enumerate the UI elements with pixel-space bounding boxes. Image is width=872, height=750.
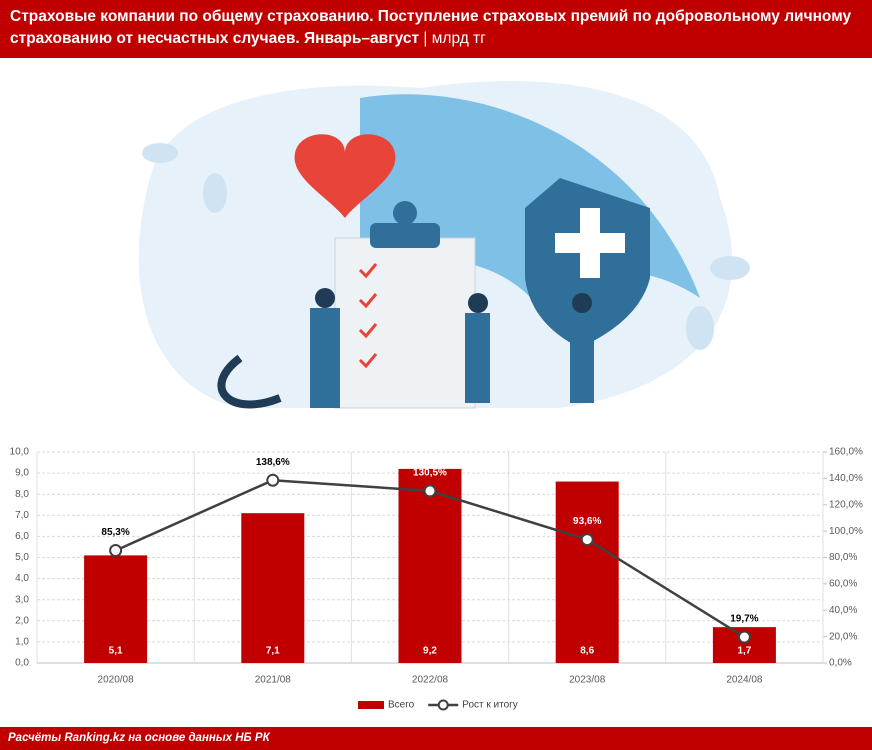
footer: Расчёты Ranking.kz на основе данных НБ Р… [0,727,872,750]
y2-tick-label: 20,0% [829,631,857,642]
y-tick-label: 3,0 [15,594,29,605]
y-tick-label: 8,0 [15,489,29,500]
line-point [737,630,751,644]
bar-value-label: 1,7 [737,646,751,657]
line-value-label: 19,7% [730,614,758,625]
cross [555,208,625,278]
bar-value-label: 9,2 [423,646,437,657]
header: Страховые компании по общему страхованию… [0,0,872,58]
line-point [423,484,437,498]
legend-label: Рост к итогу [462,700,518,711]
line-value-label: 138,6% [256,457,290,468]
heart [294,134,396,218]
line-point [580,533,594,547]
title: Страховые компании по общему страхованию… [10,8,852,47]
y-tick-label: 0,0 [15,658,29,669]
x-tick-label: 2020/08 [98,675,135,686]
line-value-label: 130,5% [413,468,447,479]
person [570,313,594,403]
line-value-label: 93,6% [573,516,601,527]
y-tick-label: 2,0 [15,615,29,626]
leaf [686,306,714,350]
person [465,313,490,403]
y2-tick-label: 100,0% [829,526,863,537]
leaf [203,173,227,213]
illustration [138,81,750,409]
legend-swatch [358,701,384,709]
x-tick-label: 2021/08 [255,675,292,686]
checks [358,263,378,369]
line-point [109,544,123,558]
person-head [315,288,335,308]
legend-swatch [437,699,449,711]
bar-value-label: 5,1 [109,646,123,657]
leaf [142,143,178,163]
person-head [468,293,488,313]
y-tick-label: 9,0 [15,468,29,479]
y2-tick-label: 140,0% [829,473,863,484]
y2-tick-label: 120,0% [829,499,863,510]
y2-tick-label: 60,0% [829,579,857,590]
y2-tick-label: 80,0% [829,552,857,563]
legend-label: Всего [388,700,415,711]
bar [398,468,462,663]
unit: | млрд тг [423,30,486,47]
umbrella-handle [217,354,282,409]
bar [84,555,148,663]
bar [241,513,305,663]
y-tick-label: 1,0 [15,637,29,648]
bar-value-label: 7,1 [266,646,280,657]
y2-tick-label: 0,0% [829,658,852,669]
leaf [710,256,750,280]
x-tick-label: 2024/08 [726,675,763,686]
bar [555,481,619,663]
x-tick-label: 2023/08 [569,675,606,686]
clip-ring [393,201,417,225]
y2-tick-label: 40,0% [829,605,857,616]
x-tick-label: 2022/08 [412,675,449,686]
y2-tick-label: 160,0% [829,447,863,458]
line-point [266,473,280,487]
y-tick-label: 6,0 [15,531,29,542]
y-tick-label: 10,0 [10,447,30,458]
person [310,308,340,408]
chart: 0,0 1,0 2,0 3,0 4,0 5,0 6,0 7,0 8,0 9,0 10,0 0,0% 20… [10,447,863,711]
clip [370,223,440,248]
y-tick-label: 7,0 [15,510,29,521]
line-value-label: 85,3% [101,527,129,538]
y-tick-label: 5,0 [15,552,29,563]
person-head [572,293,592,313]
y-tick-label: 4,0 [15,573,29,584]
bar-value-label: 8,6 [580,646,594,657]
